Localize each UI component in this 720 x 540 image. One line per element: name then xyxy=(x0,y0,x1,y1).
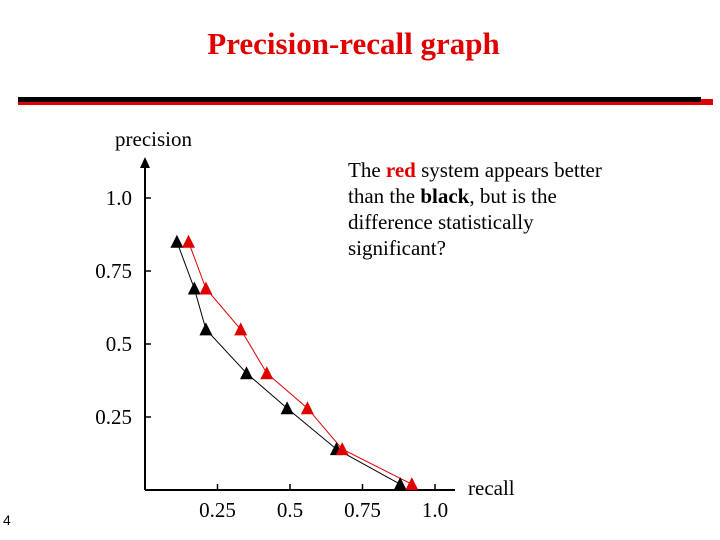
annotation-black-word: black xyxy=(420,184,470,208)
slide-title: Precision-recall graph xyxy=(207,26,500,61)
x-tick-label-0: 0.25 xyxy=(199,498,236,522)
series-markers xyxy=(170,234,419,491)
y-tick-label-2: 0.5 xyxy=(106,332,132,356)
y-axis-arrowhead xyxy=(140,157,150,168)
y-axis-ticks: 1.0 0.75 0.5 0.25 xyxy=(95,186,151,429)
y-tick-label-1: 0.75 xyxy=(95,259,132,283)
series-1-point-2 xyxy=(234,322,248,336)
title-rule-shadow xyxy=(18,99,713,105)
series-1-point-3 xyxy=(260,366,274,380)
series-1-point-4 xyxy=(300,401,314,415)
series-0-point-1 xyxy=(187,281,201,295)
annotation-part3: , but is the difference statistically si… xyxy=(348,184,557,260)
title-rule xyxy=(18,97,701,102)
series-0-point-2 xyxy=(199,322,213,336)
y-tick-label-0: 1.0 xyxy=(106,186,132,210)
x-tick-label-1: 0.5 xyxy=(277,498,303,522)
annotation-part1: The xyxy=(348,158,386,182)
series-0-line xyxy=(176,241,401,485)
series-0-point-3 xyxy=(240,366,253,380)
y-axis-title: precision xyxy=(115,127,192,151)
x-axis-ticks: 0.25 0.5 0.75 1.0 xyxy=(199,484,448,522)
annotation-red-word: red xyxy=(385,158,416,182)
x-axis-title: recall xyxy=(468,476,515,500)
y-tick-label-3: 0.25 xyxy=(95,405,132,429)
series-lines xyxy=(176,241,413,485)
series-1-point-1 xyxy=(199,281,213,295)
slide-number: 4 xyxy=(3,512,11,528)
series-1-point-5 xyxy=(335,442,349,456)
series-1-point-6 xyxy=(405,477,419,491)
series-0-point-0 xyxy=(170,234,184,248)
series-0-point-4 xyxy=(280,401,294,415)
annotation-text: The red system appears better than the b… xyxy=(348,157,608,261)
series-1-line xyxy=(188,241,413,485)
x-tick-label-2: 0.75 xyxy=(344,498,381,522)
annotation-part2: system appears better than the xyxy=(348,158,602,208)
series-0-point-6 xyxy=(393,477,407,491)
series-1-point-0 xyxy=(182,234,195,248)
x-tick-label-3: 1.0 xyxy=(422,498,448,522)
